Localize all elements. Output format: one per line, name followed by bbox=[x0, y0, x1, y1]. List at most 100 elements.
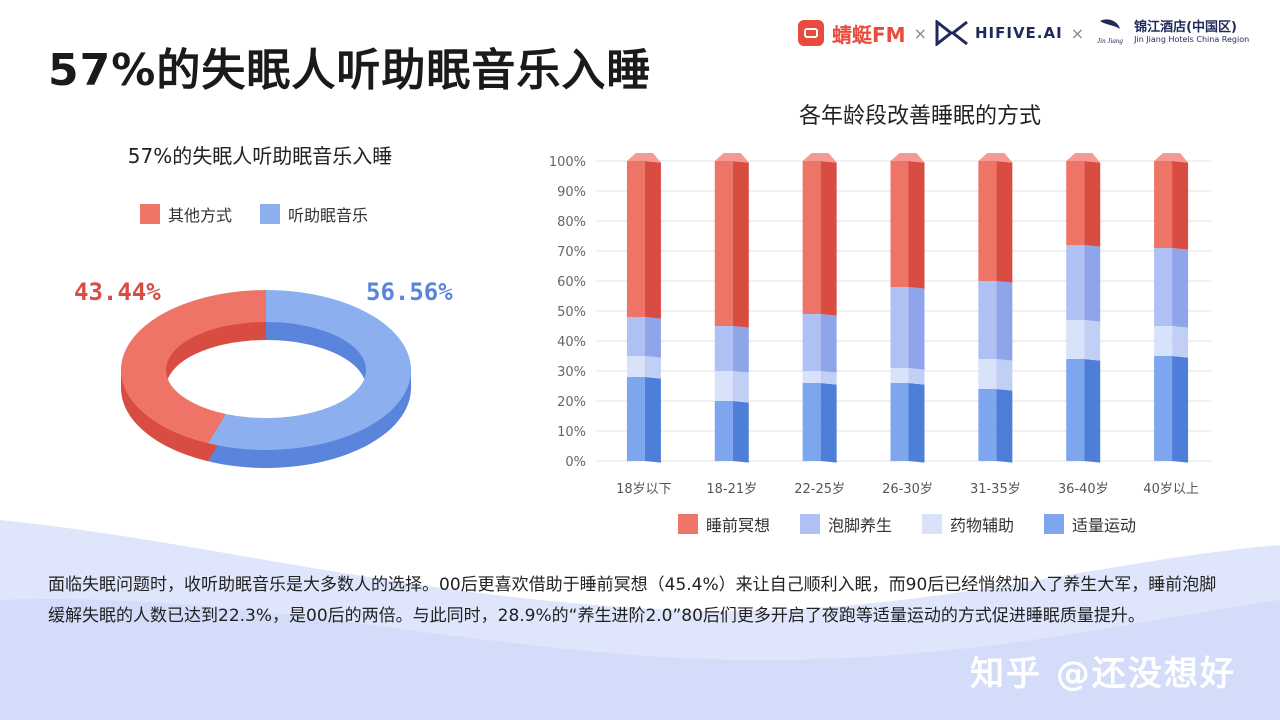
bar-segment-front bbox=[1154, 356, 1173, 461]
bar-segment-side bbox=[908, 383, 925, 463]
bar-top-cap bbox=[1066, 153, 1101, 163]
y-tick-label: 90% bbox=[557, 185, 586, 200]
hifive-logo-icon bbox=[935, 20, 968, 46]
x-tick-label: 40岁以上 bbox=[1143, 482, 1199, 497]
bar-segment-side bbox=[996, 281, 1013, 361]
bar-segment-front bbox=[890, 287, 909, 368]
bar-segment-side bbox=[732, 401, 749, 463]
bar-top-cap bbox=[1154, 153, 1189, 163]
bar-segment-front bbox=[1066, 245, 1085, 320]
bar-segment-side bbox=[1172, 248, 1189, 328]
bar-top-cap bbox=[802, 153, 837, 163]
bar-segment-side bbox=[644, 377, 661, 463]
qingting-logo-icon bbox=[798, 20, 824, 46]
x-tick-label: 36-40岁 bbox=[1058, 482, 1109, 497]
bar-segment-side bbox=[820, 161, 837, 316]
bar-segment-front bbox=[1066, 359, 1085, 461]
donut-slice-1 bbox=[207, 290, 411, 450]
y-tick-label: 60% bbox=[557, 275, 586, 290]
legend-swatch bbox=[1044, 514, 1065, 534]
legend-label: 药物辅助 bbox=[950, 516, 1015, 535]
bar-segment-side bbox=[820, 314, 837, 373]
bar-segment-side bbox=[908, 368, 925, 385]
y-tick-label: 70% bbox=[557, 245, 586, 260]
legend-label: 听助眠音乐 bbox=[288, 206, 369, 225]
bar-segment-front bbox=[626, 317, 645, 356]
donut-slice-0 bbox=[120, 290, 266, 444]
bar-segment-front bbox=[802, 383, 821, 461]
bar-segment-front bbox=[978, 281, 997, 359]
partner-logos: 蜻蜓FM × HIFIVE.AI × Jin Jiang 锦江酒店(中国区) J… bbox=[798, 16, 1249, 50]
x-tick-label: 22-25岁 bbox=[794, 482, 845, 497]
legend-swatch bbox=[800, 514, 821, 534]
bar-segment-side bbox=[820, 371, 837, 385]
hifive-logo-text: HIFIVE.AI bbox=[974, 24, 1063, 42]
y-tick-label: 10% bbox=[557, 425, 586, 440]
donut-label-music: 56.56% bbox=[366, 278, 453, 306]
bar-segment-side bbox=[644, 161, 661, 319]
y-tick-label: 50% bbox=[557, 305, 586, 320]
bar-segment-front bbox=[890, 383, 909, 461]
bar-segment-front bbox=[802, 314, 821, 371]
bar-segment-front bbox=[626, 377, 645, 461]
bar-segment-side bbox=[644, 356, 661, 379]
bar-segment-front bbox=[1154, 161, 1173, 248]
bar-segment-front bbox=[978, 359, 997, 389]
bar-segment-side bbox=[908, 161, 925, 289]
bar-segment-side bbox=[732, 371, 749, 403]
y-tick-label: 40% bbox=[557, 335, 586, 350]
bar-segment-front bbox=[802, 161, 821, 314]
y-tick-label: 100% bbox=[549, 155, 586, 170]
bar-segment-side bbox=[732, 326, 749, 373]
bar-segment-front bbox=[802, 371, 821, 383]
bar-segment-front bbox=[978, 161, 997, 281]
donut-legend-item: 听助眠音乐 bbox=[260, 202, 368, 226]
legend-label: 睡前冥想 bbox=[706, 516, 771, 535]
donut-legend: 其他方式 听助眠音乐 bbox=[140, 202, 368, 226]
watermark: 知乎 @还没想好 bbox=[970, 654, 1236, 694]
bar-segment-front bbox=[1154, 326, 1173, 356]
bar-segment-front bbox=[1066, 161, 1085, 245]
donut-chart bbox=[120, 290, 412, 468]
logo-separator: × bbox=[913, 23, 927, 43]
bar-segment-side bbox=[996, 161, 1013, 283]
y-tick-label: 0% bbox=[565, 455, 586, 470]
bar-segment-side bbox=[820, 383, 837, 463]
bar-legend-item: 适量运动 bbox=[1044, 512, 1136, 536]
description-text: 面临失眠问题时，收听助眠音乐是大多数人的选择。00后更喜欢借助于睡前冥想（45.… bbox=[48, 575, 1217, 626]
x-tick-label: 31-35岁 bbox=[970, 482, 1021, 497]
bar-segment-side bbox=[1084, 245, 1101, 322]
bar-chart-title: 各年龄段改善睡眠的方式 bbox=[798, 104, 1041, 129]
bar-legend-item: 睡前冥想 bbox=[678, 512, 770, 536]
bar-segment-side bbox=[996, 389, 1013, 463]
bar-segment-front bbox=[978, 389, 997, 461]
bar-segment-side bbox=[644, 317, 661, 358]
bar-segment-side bbox=[1172, 161, 1189, 250]
jinjiang-logo: Jin Jiang 锦江酒店(中国区) Jin Jiang Hotels Chi… bbox=[1092, 17, 1249, 49]
page-title: 57%的失眠人听助眠音乐入睡 bbox=[48, 45, 652, 96]
bar-segment-side bbox=[732, 161, 749, 328]
bar-top-cap bbox=[626, 153, 661, 163]
donut-label-other: 43.44% bbox=[74, 278, 161, 306]
legend-label: 泡脚养生 bbox=[828, 516, 893, 535]
bar-top-cap bbox=[714, 153, 749, 163]
jinjiang-name-cn: 锦江酒店(中国区) bbox=[1134, 20, 1237, 36]
bar-segment-side bbox=[1084, 359, 1101, 463]
legend-swatch bbox=[678, 514, 698, 534]
y-tick-label: 30% bbox=[557, 365, 586, 380]
bar-top-cap bbox=[978, 153, 1013, 163]
qingting-logo-text: 蜻蜓FM bbox=[832, 22, 906, 47]
donut-chart-title: 57%的失眠人听助眠音乐入睡 bbox=[127, 144, 393, 168]
svg-text:Jin Jiang: Jin Jiang bbox=[1097, 37, 1123, 45]
bar-segment-front bbox=[714, 326, 733, 371]
y-tick-label: 20% bbox=[557, 395, 586, 410]
bar-segment-front bbox=[714, 371, 733, 401]
legend-label: 适量运动 bbox=[1072, 516, 1137, 535]
x-tick-label: 18-21岁 bbox=[706, 482, 757, 497]
bar-segment-front bbox=[890, 368, 909, 383]
jinjiang-logo-icon: Jin Jiang bbox=[1097, 19, 1124, 45]
x-tick-label: 18岁以下 bbox=[616, 482, 672, 497]
bar-segment-side bbox=[908, 287, 925, 370]
bar-segment-front bbox=[1154, 248, 1173, 326]
bar-legend-item: 药物辅助 bbox=[922, 512, 1014, 536]
